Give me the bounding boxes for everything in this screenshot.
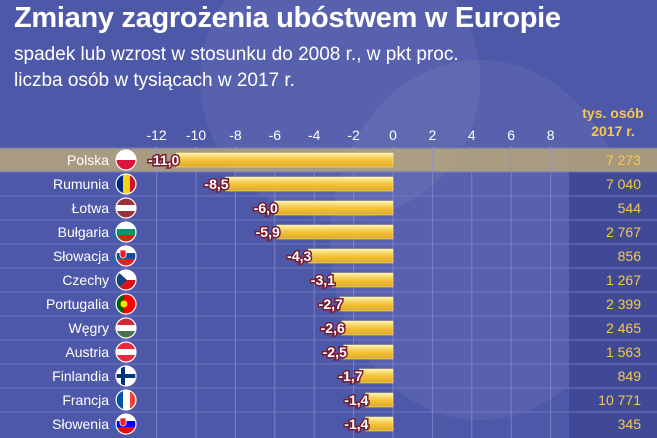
bar: [365, 416, 394, 432]
country-label: Bułgaria: [58, 224, 110, 240]
people-count: 1 267: [606, 272, 641, 288]
people-count: 1 563: [606, 344, 641, 360]
people-count: 7 273: [606, 152, 641, 168]
country-label: Finlandia: [52, 368, 109, 384]
flag-icon: [115, 413, 137, 435]
x-tick-label: -6: [269, 127, 282, 143]
people-count: 7 040: [606, 176, 641, 192]
chart-title: Zmiany zagrożenia ubóstwem w Europie: [14, 2, 561, 34]
flag-icon: [115, 269, 137, 291]
flag-icon: [115, 245, 137, 267]
bar: [331, 272, 394, 288]
flag-icon: [115, 221, 137, 243]
x-tick-label: -2: [347, 127, 360, 143]
x-tick-label: -4: [308, 127, 321, 143]
people-count-header: tys. osób 2017 r.: [569, 104, 657, 146]
bar-value-label: -2,5: [323, 344, 347, 360]
bar: [343, 344, 394, 360]
people-count-header-line-2: 2017 r.: [591, 123, 635, 139]
flag-icon: [115, 341, 137, 363]
country-label: Łotwa: [72, 200, 110, 216]
x-tick-label: -12: [146, 127, 166, 143]
bar: [365, 392, 394, 408]
subtitle-line-2: liczba osób w tysiącach w 2017 r.: [14, 70, 295, 91]
bar-value-label: -3,1: [311, 272, 335, 288]
x-tick-label: 8: [547, 127, 555, 143]
flag-icon: [115, 173, 137, 195]
x-tick-label: 2: [429, 127, 437, 143]
flag-icon: [115, 293, 137, 315]
flag-icon: [115, 197, 137, 219]
country-label: Rumunia: [53, 176, 109, 192]
country-label: Słowacja: [53, 248, 109, 264]
people-count: 849: [618, 368, 642, 384]
bar: [359, 368, 394, 384]
people-count: 345: [618, 416, 642, 432]
country-label: Francja: [62, 392, 109, 408]
x-tick-label: 6: [507, 127, 515, 143]
bar-value-label: -1,4: [344, 416, 368, 432]
bar: [274, 200, 394, 216]
bar: [225, 176, 394, 192]
bar: [176, 152, 394, 168]
country-label: Austria: [65, 344, 109, 360]
flag-icon: [115, 317, 137, 339]
country-label: Czechy: [62, 272, 109, 288]
bar-value-label: -4,3: [287, 248, 311, 264]
bar: [276, 224, 394, 240]
people-count-header-line-1: tys. osób: [582, 105, 644, 121]
x-tick-label: -10: [186, 127, 206, 143]
x-tick-label: 0: [389, 127, 397, 143]
people-count: 2 399: [606, 296, 641, 312]
bar-value-label: -5,9: [256, 224, 280, 240]
bar: [339, 296, 394, 312]
bar-value-label: -1,7: [338, 368, 362, 384]
flag-icon: [115, 389, 137, 411]
flag-icon: [115, 149, 137, 171]
bar-value-label: -11,0: [148, 152, 179, 168]
country-label: Polska: [67, 152, 109, 168]
bar-value-label: -8,5: [204, 176, 228, 192]
people-count: 856: [618, 248, 642, 264]
bar-value-label: -1,4: [344, 392, 368, 408]
bar: [341, 320, 394, 336]
bar: [308, 248, 394, 264]
x-tick-label: 4: [468, 127, 476, 143]
bar-value-label: -2,6: [321, 320, 345, 336]
x-tick-label: -8: [229, 127, 242, 143]
people-count: 2 465: [606, 320, 641, 336]
flag-icon: [115, 365, 137, 387]
country-label: Węgry: [69, 320, 109, 336]
people-count: 544: [618, 200, 642, 216]
bar-value-label: -6,0: [254, 200, 278, 216]
country-label: Portugalia: [46, 296, 109, 312]
people-count: 2 767: [606, 224, 641, 240]
bar-value-label: -2,7: [319, 296, 343, 312]
people-count: 10 771: [598, 392, 641, 408]
subtitle-line-1: spadek lub wzrost w stosunku do 2008 r.,…: [14, 44, 459, 65]
country-label: Słowenia: [52, 416, 109, 432]
